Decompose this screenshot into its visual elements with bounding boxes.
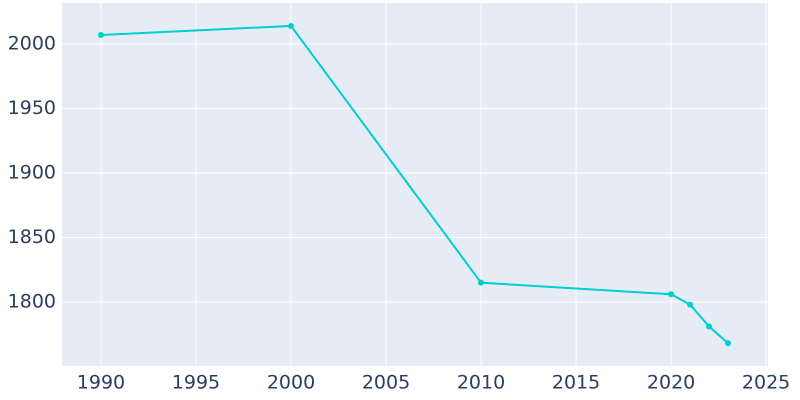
x-tick-label: 1995 xyxy=(172,372,220,394)
point xyxy=(725,340,732,347)
y-tick-label: 1950 xyxy=(8,97,56,119)
plot-area xyxy=(62,3,768,366)
x-tick-label: 2000 xyxy=(267,372,315,394)
x-tick-label: 2010 xyxy=(457,372,505,394)
x-tick-label: 2025 xyxy=(742,372,790,394)
point xyxy=(668,291,675,298)
y-tick-label: 1900 xyxy=(8,162,56,184)
x-tick-label: 1990 xyxy=(77,372,125,394)
x-tick-label: 2005 xyxy=(362,372,410,394)
x-tick-label: 2015 xyxy=(552,372,600,394)
point xyxy=(287,22,294,29)
point xyxy=(687,301,694,308)
x-tick-label: 2020 xyxy=(647,372,695,394)
point xyxy=(706,323,713,330)
y-tick-label: 1850 xyxy=(8,226,56,248)
point xyxy=(478,279,485,286)
point xyxy=(97,31,104,38)
y-tick-label: 1800 xyxy=(8,291,56,313)
y-tick-label: 2000 xyxy=(8,33,56,55)
